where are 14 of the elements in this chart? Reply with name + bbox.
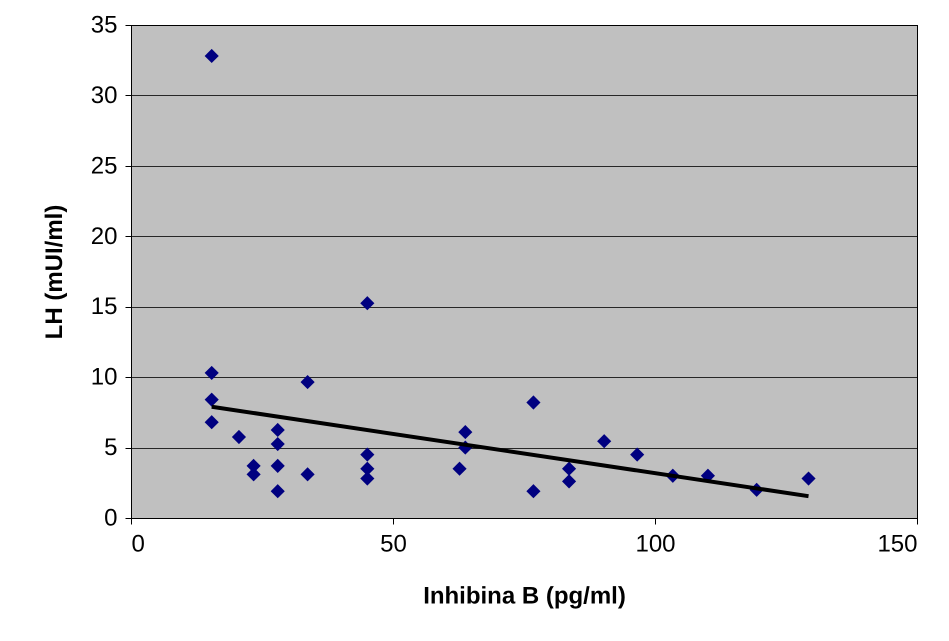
y-tick-label: 15 (90, 293, 118, 320)
y-tick-label: 25 (90, 152, 118, 180)
x-tick-label: 150 (877, 530, 918, 558)
y-tick-label: 20 (90, 222, 118, 250)
x-tick-label: 0 (132, 530, 145, 558)
y-axis-title: LH (mUI/ml) (40, 204, 68, 340)
y-tick-label: 35 (90, 12, 118, 38)
y-tick-label: 5 (104, 434, 118, 462)
y-tick-label: 30 (90, 82, 118, 109)
x-tick-label: 100 (635, 530, 676, 558)
x-tick-label: 50 (380, 530, 407, 558)
y-tick-label: 10 (90, 364, 118, 391)
y-tick-label: 0 (104, 504, 118, 532)
x-axis-title: Inhibina B (pg/ml) (423, 582, 626, 610)
